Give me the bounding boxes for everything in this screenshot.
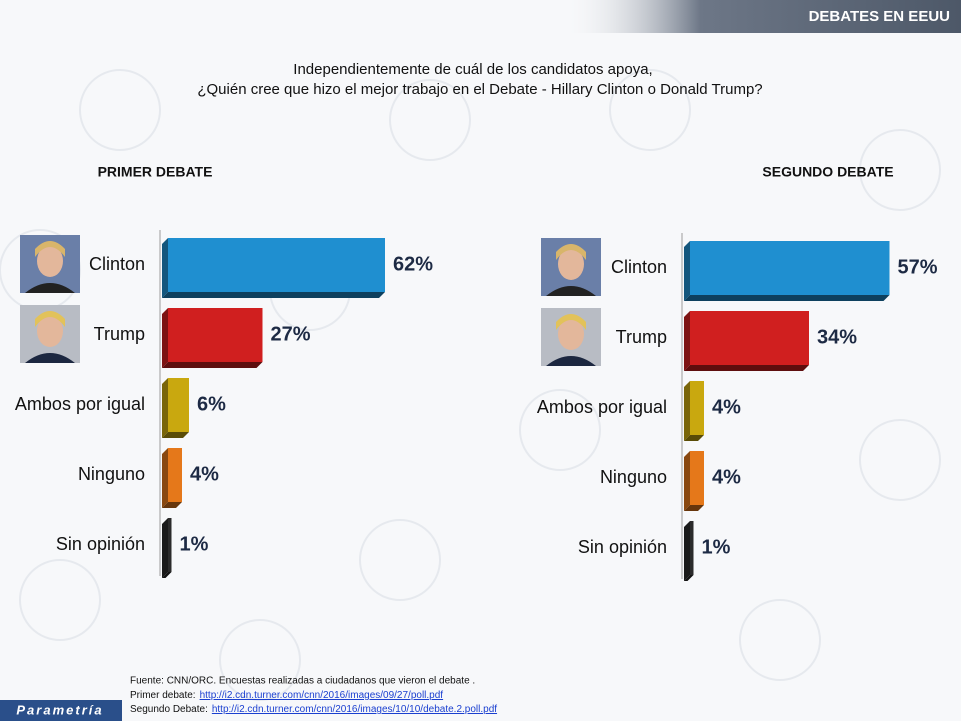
question: Independientemente de cuál de los candid… (293, 61, 652, 78)
bar (168, 448, 182, 502)
category-label: Ninguno (600, 467, 667, 487)
bar-side (684, 451, 690, 511)
bar-side (684, 311, 690, 371)
bar (690, 311, 809, 365)
category-label: Trump (616, 327, 667, 347)
value-label: 4% (712, 466, 741, 488)
source-link[interactable]: http://i2.cdn.turner.com/cnn/2016/images… (200, 690, 444, 701)
photo-face (37, 315, 63, 347)
bar-bottom (162, 292, 385, 298)
bar-bottom (684, 295, 890, 301)
photo-hair (556, 314, 586, 330)
bar (168, 308, 263, 362)
photo-face (558, 318, 584, 350)
photo-trump (20, 305, 80, 363)
photo-shoulders (25, 353, 75, 363)
question: ¿Quién cree que hizo el mejor trabajo en… (197, 81, 762, 98)
header-bar (560, 0, 961, 33)
bar-side (162, 518, 168, 578)
bar-bottom (684, 365, 809, 371)
value-label: 1% (702, 536, 731, 558)
value-label: 4% (712, 396, 741, 418)
category-label: Clinton (89, 254, 145, 274)
photo-face (37, 245, 63, 277)
bar (690, 521, 694, 575)
photo-clinton (541, 238, 601, 296)
bar-bottom (162, 572, 172, 578)
chart-title: PRIMER DEBATE (98, 164, 213, 180)
logo: Parametría (16, 702, 103, 717)
bar-side (162, 378, 168, 438)
photo-clinton (20, 235, 80, 293)
bar (168, 378, 189, 432)
category-label: Ambos por igual (15, 394, 145, 414)
bar-side (162, 308, 168, 368)
photo-hair (35, 311, 65, 327)
chart-title: SEGUNDO DEBATE (762, 164, 893, 180)
bar (690, 241, 890, 295)
bar-bottom (162, 432, 189, 438)
value-label: 27% (271, 323, 311, 345)
photo-face (558, 248, 584, 280)
bar-bottom (162, 362, 263, 368)
logo-box (0, 700, 122, 721)
source: Fuente: CNN/ORC. Encuestas realizadas a … (130, 676, 475, 687)
source-label: Segundo Debate: (130, 704, 208, 715)
bar-bottom (162, 502, 182, 508)
bar (168, 518, 172, 572)
value-label: 62% (393, 253, 433, 275)
value-label: 4% (190, 463, 219, 485)
category-label: Sin opinión (56, 534, 145, 554)
bar-side (684, 521, 690, 581)
bar-side (684, 381, 690, 441)
source-label: Primer debate: (130, 690, 196, 701)
bar-bottom (684, 505, 704, 511)
photo-shoulders (546, 356, 596, 366)
bar (168, 238, 385, 292)
bar-bottom (684, 435, 704, 441)
bar (690, 451, 704, 505)
value-label: 6% (197, 393, 226, 415)
photo-hair (35, 241, 65, 257)
value-label: 57% (898, 256, 938, 278)
value-label: 34% (817, 326, 857, 348)
source-line: Primer debate: http://i2.cdn.turner.com/c… (130, 690, 443, 701)
photo-hair (556, 244, 586, 260)
bar-side (162, 238, 168, 298)
category-label: Ambos por igual (537, 397, 667, 417)
bar-side (684, 241, 690, 301)
header-title: DEBATES EN EEUU (809, 8, 950, 25)
photo-trump (541, 308, 601, 366)
photo-shoulders (546, 286, 596, 296)
bar (690, 381, 704, 435)
category-label: Ninguno (78, 464, 145, 484)
bar-side (162, 448, 168, 508)
bar-bottom (684, 575, 694, 581)
source-link[interactable]: http://i2.cdn.turner.com/cnn/2016/images… (212, 704, 497, 715)
category-label: Sin opinión (578, 537, 667, 557)
source-line: Segundo Debate: http://i2.cdn.turner.com/… (130, 704, 497, 715)
category-label: Trump (94, 324, 145, 344)
category-label: Clinton (611, 257, 667, 277)
photo-shoulders (25, 283, 75, 293)
value-label: 1% (180, 533, 209, 555)
